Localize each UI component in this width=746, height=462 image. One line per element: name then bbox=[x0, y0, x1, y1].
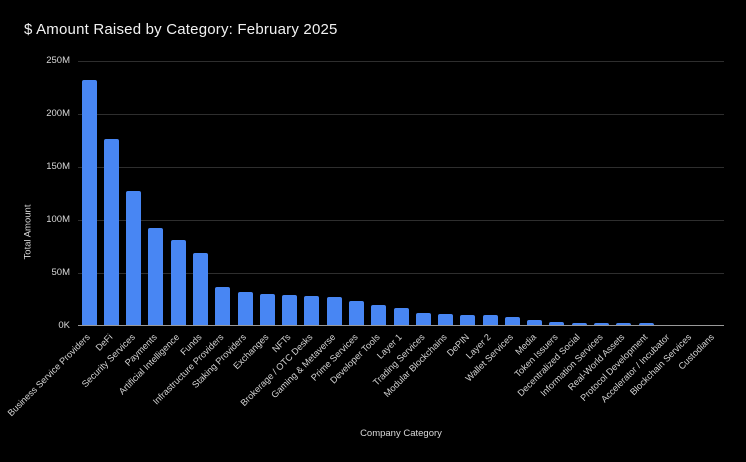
bar-payments[interactable] bbox=[148, 228, 164, 326]
bar-developer-tools[interactable] bbox=[371, 304, 387, 326]
bar-real-world-assets[interactable] bbox=[616, 323, 632, 326]
bar-brokerage-otc-desks[interactable] bbox=[304, 295, 320, 326]
y-tick-label-250M: 250M bbox=[46, 55, 70, 66]
x-axis-line bbox=[78, 325, 724, 326]
bar-defi[interactable] bbox=[103, 139, 119, 326]
bar-modular-blockchains[interactable] bbox=[438, 314, 454, 326]
y-tick-label-150M: 150M bbox=[46, 161, 70, 172]
bar-decentralized-social[interactable] bbox=[571, 322, 587, 326]
bar-security-services[interactable] bbox=[126, 191, 142, 326]
chart-title: $ Amount Raised by Category: February 20… bbox=[24, 21, 338, 38]
bar-media[interactable] bbox=[527, 319, 543, 326]
bar-layer-1[interactable] bbox=[393, 307, 409, 326]
y-tick-label-100M: 100M bbox=[46, 214, 70, 225]
gridline-250M bbox=[78, 60, 724, 62]
gridline-50M bbox=[78, 272, 724, 274]
x-axis-title: Company Category bbox=[360, 428, 442, 439]
bar-staking-providers[interactable] bbox=[237, 292, 253, 326]
gridline-200M bbox=[78, 113, 724, 115]
bar-protocol-development[interactable] bbox=[638, 323, 654, 326]
bar-funds[interactable] bbox=[193, 252, 209, 326]
bar-infrastructure-providers[interactable] bbox=[215, 286, 231, 326]
bar-trading-services[interactable] bbox=[415, 312, 431, 326]
bar-gaming-metaverse[interactable] bbox=[326, 297, 342, 326]
y-tick-label-200M: 200M bbox=[46, 108, 70, 119]
bar-exchanges[interactable] bbox=[259, 294, 275, 326]
bar-wallet-services[interactable] bbox=[504, 317, 520, 326]
bar-depin[interactable] bbox=[460, 314, 476, 326]
bar-prime-services[interactable] bbox=[348, 300, 364, 326]
y-axis-title: Total Amount bbox=[22, 204, 34, 260]
bar-token-issuers[interactable] bbox=[549, 322, 565, 326]
y-tick-label-0K: 0K bbox=[58, 320, 70, 331]
plot-area bbox=[78, 60, 724, 326]
gridline-100M bbox=[78, 219, 724, 221]
bar-business-service-providers[interactable] bbox=[81, 80, 97, 326]
gridline-150M bbox=[78, 166, 724, 168]
x-tick-label: Business Service Providers bbox=[6, 332, 93, 419]
bar-information-services[interactable] bbox=[593, 322, 609, 326]
bar-artificial-intelligence[interactable] bbox=[170, 240, 186, 326]
bar-layer-2[interactable] bbox=[482, 315, 498, 326]
y-tick-label-50M: 50M bbox=[51, 267, 70, 278]
bar-nfts[interactable] bbox=[282, 295, 298, 326]
